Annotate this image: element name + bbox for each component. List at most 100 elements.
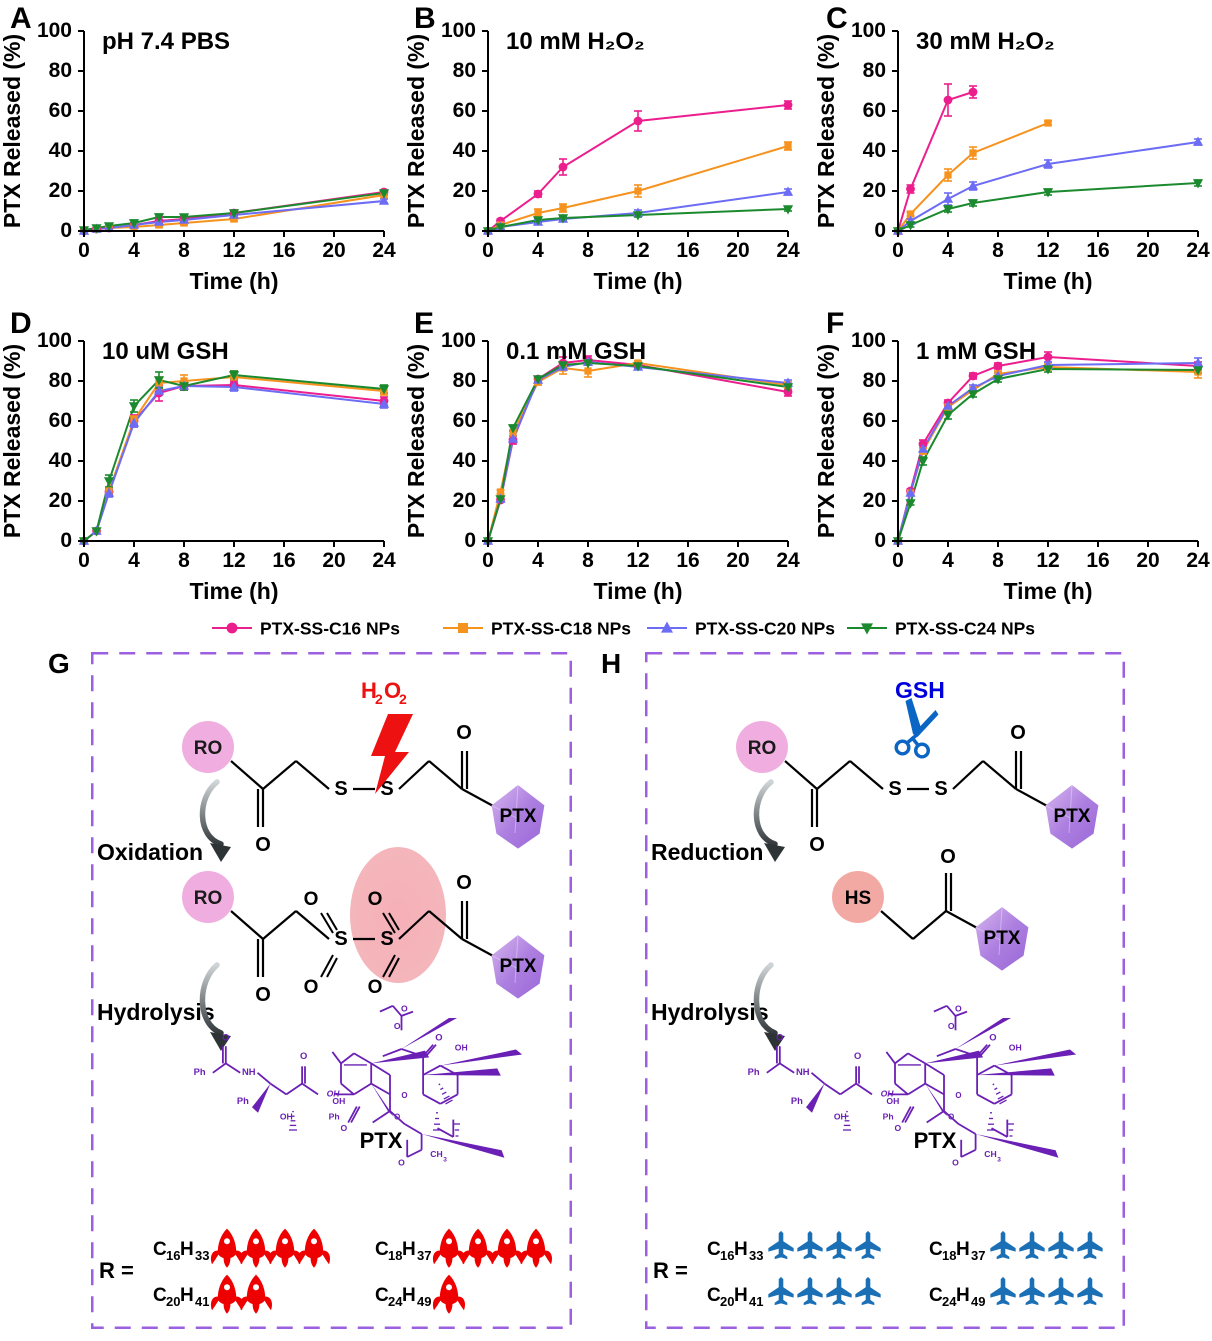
svg-text:Ph: Ph: [883, 1112, 894, 1122]
svg-text:O: O: [776, 1031, 783, 1042]
svg-text:0: 0: [892, 239, 904, 262]
svg-text:O: O: [255, 834, 271, 856]
svg-text:20: 20: [726, 549, 749, 572]
svg-text:80: 80: [49, 59, 72, 82]
svg-text:16: 16: [272, 239, 295, 262]
svg-text:PTX Released (%): PTX Released (%): [814, 34, 839, 228]
svg-text:O: O: [955, 1004, 962, 1014]
svg-text:12: 12: [222, 239, 245, 262]
svg-text:20: 20: [166, 1294, 180, 1309]
svg-text:24: 24: [372, 239, 396, 262]
svg-text:PTX: PTX: [914, 1128, 957, 1153]
svg-text:24: 24: [1186, 549, 1210, 572]
svg-text:C: C: [153, 1285, 167, 1306]
svg-text:40: 40: [863, 449, 886, 472]
svg-text:Ph: Ph: [194, 1066, 206, 1077]
svg-text:O: O: [955, 1091, 961, 1100]
svg-text:60: 60: [863, 409, 886, 432]
svg-text:Ph: Ph: [329, 1112, 340, 1122]
svg-text:O: O: [948, 1021, 955, 1031]
svg-text:0: 0: [874, 219, 886, 242]
svg-text:O: O: [456, 722, 472, 744]
svg-text:80: 80: [863, 59, 886, 82]
svg-text:8: 8: [992, 549, 1004, 572]
svg-text:PTX-SS-C24 NPs: PTX-SS-C24 NPs: [895, 619, 1035, 639]
svg-text:PTX: PTX: [500, 806, 537, 827]
svg-text:O: O: [394, 1021, 401, 1031]
svg-text:RO: RO: [194, 888, 223, 909]
svg-text:C: C: [929, 1285, 943, 1306]
svg-text:0: 0: [464, 529, 476, 552]
svg-text:Oxidation: Oxidation: [97, 839, 203, 865]
svg-text:2: 2: [399, 691, 407, 707]
svg-text:O: O: [304, 889, 319, 910]
svg-text:8: 8: [582, 239, 594, 262]
svg-text:PTX Released (%): PTX Released (%): [0, 344, 25, 538]
svg-text:40: 40: [863, 139, 886, 162]
svg-text:O: O: [1010, 722, 1026, 744]
svg-text:24: 24: [388, 1294, 403, 1309]
svg-text:20: 20: [453, 489, 476, 512]
svg-text:H: H: [956, 1285, 970, 1306]
svg-text:40: 40: [453, 139, 476, 162]
svg-text:GSH: GSH: [895, 677, 945, 703]
svg-text:49: 49: [971, 1294, 985, 1309]
svg-text:20: 20: [322, 239, 345, 262]
svg-text:PTX Released (%): PTX Released (%): [404, 344, 429, 538]
svg-text:O: O: [854, 1050, 861, 1061]
svg-text:37: 37: [971, 1248, 985, 1263]
svg-text:8: 8: [178, 239, 190, 262]
svg-text:OH: OH: [886, 1096, 899, 1106]
svg-text:0: 0: [78, 239, 90, 262]
svg-text:O: O: [435, 1031, 442, 1042]
svg-text:PTX-SS-C16 NPs: PTX-SS-C16 NPs: [260, 619, 400, 639]
svg-text:OH: OH: [1009, 1043, 1022, 1053]
svg-text:24: 24: [942, 1294, 957, 1309]
svg-text:PTX-SS-C18 NPs: PTX-SS-C18 NPs: [491, 619, 631, 639]
svg-text:0.1 mM GSH: 0.1 mM GSH: [506, 338, 646, 365]
svg-text:O: O: [989, 1031, 996, 1042]
svg-text:80: 80: [453, 369, 476, 392]
svg-text:100: 100: [441, 329, 476, 352]
svg-text:R =: R =: [99, 1258, 134, 1283]
svg-text:60: 60: [453, 99, 476, 122]
svg-text:PTX: PTX: [984, 928, 1021, 949]
svg-text:0: 0: [60, 219, 72, 242]
svg-text:100: 100: [37, 19, 72, 42]
svg-text:O: O: [895, 1123, 902, 1133]
svg-text:H: H: [180, 1239, 194, 1260]
svg-text:Time (h): Time (h): [1003, 578, 1092, 604]
svg-text:3: 3: [443, 1156, 447, 1163]
svg-text:40: 40: [453, 449, 476, 472]
svg-text:O: O: [952, 1158, 959, 1168]
svg-text:4: 4: [532, 549, 544, 572]
svg-text:PTX Released (%): PTX Released (%): [814, 344, 839, 538]
svg-text:O: O: [222, 1031, 229, 1042]
svg-text:20: 20: [1136, 239, 1159, 262]
svg-text:12: 12: [1036, 549, 1059, 572]
svg-text:0: 0: [78, 549, 90, 572]
svg-text:40: 40: [49, 449, 72, 472]
svg-text:20: 20: [1136, 549, 1159, 572]
svg-text:NH: NH: [242, 1066, 256, 1077]
svg-text:O: O: [456, 872, 472, 894]
svg-text:2: 2: [375, 691, 383, 707]
svg-text:OH: OH: [455, 1043, 468, 1053]
svg-text:Time (h): Time (h): [593, 268, 682, 294]
svg-text:Ph: Ph: [237, 1095, 249, 1106]
svg-text:H: H: [402, 1239, 416, 1260]
svg-text:C: C: [375, 1239, 389, 1260]
svg-text:RO: RO: [748, 738, 777, 759]
svg-text:18: 18: [388, 1248, 402, 1263]
svg-text:O: O: [368, 977, 383, 998]
svg-text:PTX Released (%): PTX Released (%): [404, 34, 429, 228]
svg-text:C: C: [375, 1285, 389, 1306]
svg-text:0: 0: [60, 529, 72, 552]
svg-text:OH: OH: [834, 1112, 847, 1122]
svg-text:12: 12: [626, 239, 649, 262]
svg-text:16: 16: [166, 1248, 180, 1263]
svg-text:20: 20: [49, 489, 72, 512]
svg-text:Time (h): Time (h): [1003, 268, 1092, 294]
svg-text:NH: NH: [796, 1066, 810, 1077]
svg-text:16: 16: [1086, 239, 1109, 262]
